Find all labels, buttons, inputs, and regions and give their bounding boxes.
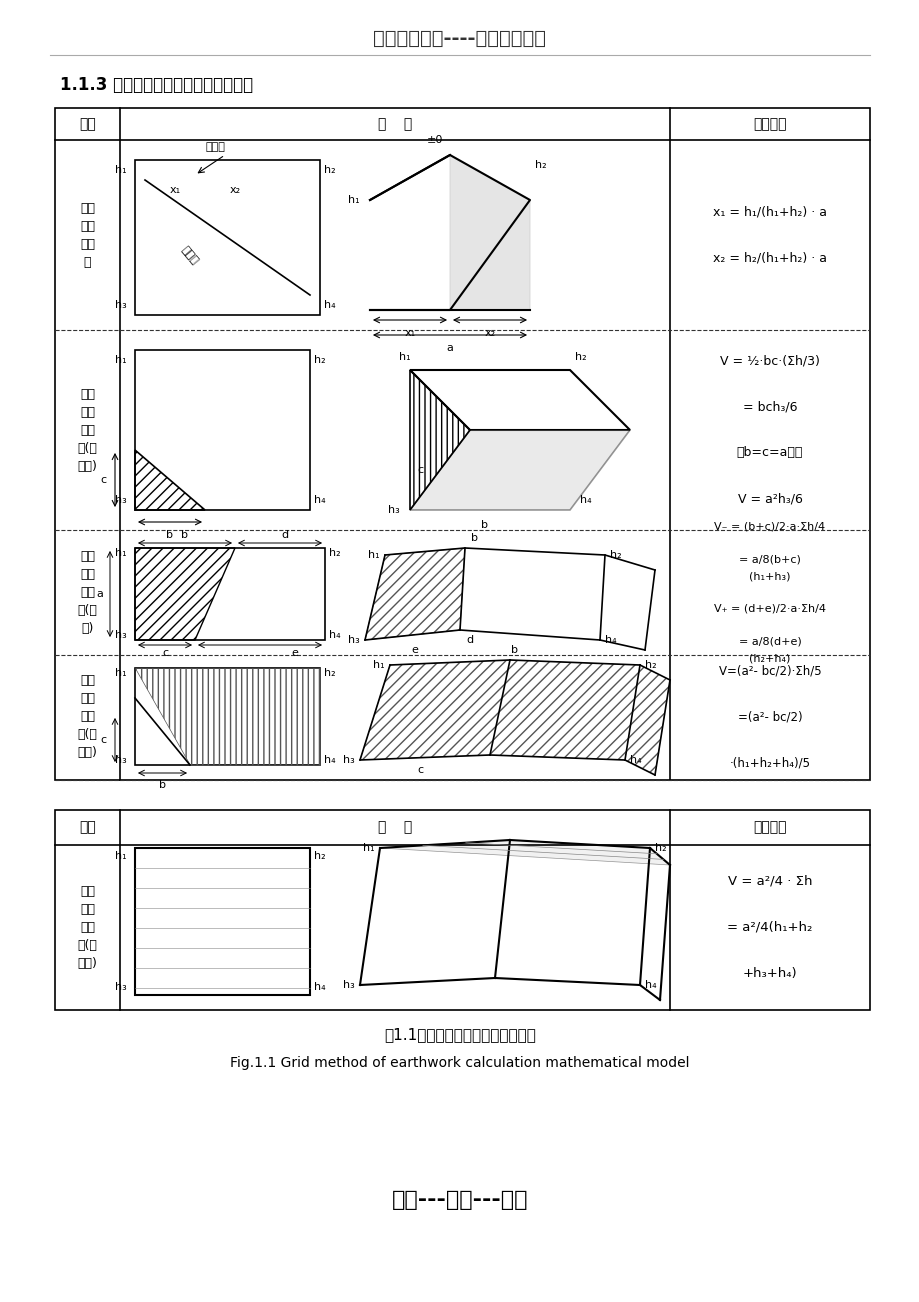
- Text: d: d: [281, 530, 289, 540]
- Bar: [135, 848, 310, 995]
- Text: c: c: [162, 648, 168, 658]
- Text: 计算公式: 计算公式: [753, 117, 786, 132]
- Text: h₃: h₃: [343, 755, 355, 766]
- Text: h₁: h₁: [363, 842, 375, 853]
- Text: 零界线: 零界线: [179, 245, 200, 266]
- Text: c: c: [101, 736, 107, 745]
- Text: h₁: h₁: [373, 660, 384, 671]
- Text: 图    示: 图 示: [378, 820, 412, 835]
- Bar: [135, 350, 310, 510]
- Text: 专心---专注---专业: 专心---专注---专业: [391, 1190, 528, 1210]
- Polygon shape: [410, 430, 630, 510]
- Text: h₃: h₃: [115, 495, 127, 505]
- Text: 1.1.3 格网法土石方量计算的数学模型: 1.1.3 格网法土石方量计算的数学模型: [60, 76, 253, 94]
- Text: h₃: h₃: [115, 755, 127, 766]
- Text: h₂: h₂: [323, 668, 335, 678]
- Text: h₃: h₃: [115, 630, 127, 641]
- Text: h₃: h₃: [115, 982, 127, 992]
- Bar: [55, 108, 869, 780]
- Text: h₁: h₁: [368, 549, 380, 560]
- Text: ±0: ±0: [426, 135, 443, 145]
- Text: x₁: x₁: [404, 328, 415, 339]
- Text: h₂: h₂: [654, 842, 666, 853]
- Text: e: e: [291, 648, 298, 658]
- Text: x₁: x₁: [169, 185, 180, 195]
- Text: b: b: [181, 530, 188, 540]
- Text: d: d: [466, 635, 473, 644]
- Text: h₄: h₄: [313, 495, 325, 505]
- Text: h₄: h₄: [644, 980, 656, 990]
- Text: b: b: [159, 780, 166, 790]
- Text: h₃: h₃: [348, 635, 359, 644]
- Text: h₂: h₂: [535, 160, 546, 171]
- Text: V = ½·bc·(Σh/3)

= bch₃/6

当b=c=a时，

V = a²h₃/6: V = ½·bc·(Σh/3) = bch₃/6 当b=c=a时， V = a²…: [720, 354, 819, 505]
- Polygon shape: [449, 155, 529, 310]
- Text: c: c: [416, 766, 423, 775]
- Text: c: c: [416, 465, 423, 475]
- Text: b: b: [511, 644, 518, 655]
- Text: a: a: [446, 342, 453, 353]
- Text: h₃: h₃: [388, 505, 400, 516]
- Text: h₁: h₁: [115, 165, 127, 174]
- Text: h₁: h₁: [115, 852, 127, 861]
- Text: Fig.1.1 Grid method of earthwork calculation mathematical model: Fig.1.1 Grid method of earthwork calcula…: [230, 1056, 689, 1070]
- Bar: [135, 668, 320, 766]
- Text: x₂: x₂: [484, 328, 495, 339]
- Text: x₂: x₂: [229, 185, 240, 195]
- Text: h₂: h₂: [323, 165, 335, 174]
- Text: b: b: [481, 519, 488, 530]
- Text: V₋ = (b+c)/2·a·Σh/4

= a/8(b+c)
(h₁+h₃)

V₊ = (d+e)/2·a·Σh/4

= a/8(d+e)
(h₂+h₄): V₋ = (b+c)/2·a·Σh/4 = a/8(b+c) (h₁+h₃) V…: [713, 522, 825, 663]
- Polygon shape: [380, 840, 669, 865]
- Text: h₂: h₂: [644, 660, 656, 671]
- Text: h₃: h₃: [115, 299, 127, 310]
- Text: 项目: 项目: [79, 820, 96, 835]
- Text: e: e: [411, 644, 418, 655]
- Text: 精选优质文档----倾情为你奉上: 精选优质文档----倾情为你奉上: [373, 29, 546, 47]
- Text: 图1.1格网法土石方量计算数学模型: 图1.1格网法土石方量计算数学模型: [383, 1027, 536, 1043]
- Text: h₁: h₁: [115, 668, 127, 678]
- Text: h₄: h₄: [313, 982, 325, 992]
- Text: V=(a²- bc/2)·Σh/5

=(a²- bc/2)

·(h₁+h₂+h₄)/5: V=(a²- bc/2)·Σh/5 =(a²- bc/2) ·(h₁+h₂+h₄…: [718, 665, 821, 769]
- Text: 计算公式: 计算公式: [753, 820, 786, 835]
- Text: h₄: h₄: [329, 630, 340, 641]
- Text: 四点
填方
或挖
方(正
方形): 四点 填方 或挖 方(正 方形): [77, 885, 97, 970]
- Text: h₁: h₁: [399, 352, 411, 362]
- Text: h₂: h₂: [329, 548, 340, 559]
- Text: x₁ = h₁/(h₁+h₂) · a

x₂ = h₂/(h₁+h₂) · a: x₁ = h₁/(h₁+h₂) · a x₂ = h₂/(h₁+h₂) · a: [712, 206, 826, 264]
- Text: c: c: [101, 475, 107, 486]
- Text: h₄: h₄: [630, 755, 641, 766]
- Text: h₂: h₂: [574, 352, 586, 362]
- Text: b: b: [471, 533, 478, 543]
- Text: 三点
填方
或挖
方(五
角形): 三点 填方 或挖 方(五 角形): [77, 674, 97, 759]
- Bar: [135, 548, 324, 641]
- Text: b: b: [166, 530, 174, 540]
- Text: V = a²/4 · Σh

= a²/4(h₁+h₂

+h₃+h₄): V = a²/4 · Σh = a²/4(h₁+h₂ +h₃+h₄): [727, 875, 811, 980]
- Text: 二点
填方
或挖
方(梯
形): 二点 填方 或挖 方(梯 形): [77, 549, 97, 634]
- Text: 一点
填方
或挖
方(三
角形): 一点 填方 或挖 方(三 角形): [77, 388, 97, 473]
- Text: h₄: h₄: [323, 299, 335, 310]
- Text: 方格
网零
点位
置: 方格 网零 点位 置: [80, 202, 95, 268]
- Text: 项目: 项目: [79, 117, 96, 132]
- Text: h₃: h₃: [343, 980, 355, 990]
- Text: h₄: h₄: [579, 495, 591, 505]
- Text: a: a: [96, 589, 103, 599]
- Text: 图    示: 图 示: [378, 117, 412, 132]
- Text: h₂: h₂: [313, 852, 325, 861]
- Bar: [135, 160, 320, 315]
- Text: h₂: h₂: [609, 549, 621, 560]
- Text: 零界点: 零界点: [205, 142, 224, 152]
- Text: h₄: h₄: [323, 755, 335, 766]
- Text: h₂: h₂: [313, 355, 325, 365]
- Text: h₁: h₁: [348, 195, 359, 204]
- Text: h₄: h₄: [605, 635, 616, 644]
- Text: h₁: h₁: [115, 548, 127, 559]
- Bar: [55, 810, 869, 1010]
- Text: h₁: h₁: [115, 355, 127, 365]
